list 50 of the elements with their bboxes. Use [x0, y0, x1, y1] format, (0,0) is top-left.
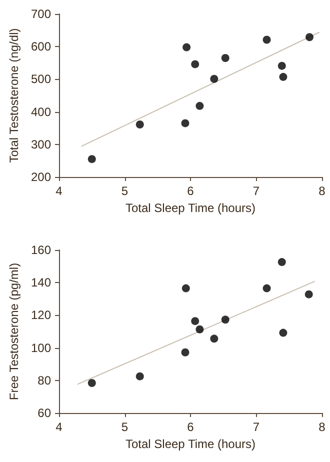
point — [88, 379, 96, 388]
y-tick-label: 600 — [30, 40, 52, 54]
x-tick-label: 8 — [318, 420, 326, 434]
x-tick-label: 7 — [252, 184, 260, 198]
point — [210, 74, 218, 83]
x-axis-title: Total Sleep Time (hours) — [125, 436, 256, 451]
x-tick-label: 5 — [121, 184, 128, 198]
y-axis-title: Free Testosterone (pg/ml) — [7, 262, 22, 400]
point — [279, 72, 288, 81]
point — [279, 328, 288, 337]
x-tick-label: 8 — [318, 184, 326, 198]
y-tick-label: 100 — [30, 340, 52, 355]
y-tick-label: 80 — [38, 373, 52, 388]
point — [181, 348, 190, 356]
point — [304, 290, 313, 298]
x-tick-label: 6 — [187, 184, 194, 198]
point — [196, 102, 204, 110]
y-axis-title: Total Testosterone (ng/dl) — [7, 28, 22, 163]
y-tick-label: 200 — [30, 170, 52, 184]
x-tick-label: 4 — [56, 184, 63, 198]
point — [262, 36, 271, 44]
point — [278, 258, 286, 266]
x-tick-label: 5 — [121, 420, 128, 434]
y-tick-label: 500 — [30, 72, 52, 86]
point — [136, 120, 144, 129]
y-tick-label: 60 — [38, 406, 52, 420]
point — [221, 54, 230, 62]
point — [136, 372, 144, 380]
point — [181, 119, 190, 128]
point — [278, 62, 286, 70]
y-tick-label: 140 — [30, 276, 52, 290]
point — [191, 60, 200, 68]
x-tick-label: 6 — [187, 420, 194, 434]
point — [262, 284, 271, 292]
point — [88, 155, 96, 164]
x-tick-label: 4 — [56, 420, 63, 434]
y-tick-label: 160 — [30, 243, 52, 257]
point — [306, 33, 314, 42]
point — [196, 325, 204, 334]
point — [210, 334, 218, 343]
x-axis-title: Total Sleep Time (hours) — [125, 200, 256, 215]
point — [191, 317, 200, 326]
y-tick-label: 120 — [30, 308, 52, 322]
point — [182, 284, 190, 292]
point — [221, 316, 230, 324]
y-tick-label: 300 — [30, 137, 52, 152]
y-tick-label: 400 — [30, 104, 52, 119]
x-tick-label: 7 — [252, 420, 260, 434]
point — [182, 43, 191, 52]
y-tick-label: 700 — [30, 7, 52, 21]
